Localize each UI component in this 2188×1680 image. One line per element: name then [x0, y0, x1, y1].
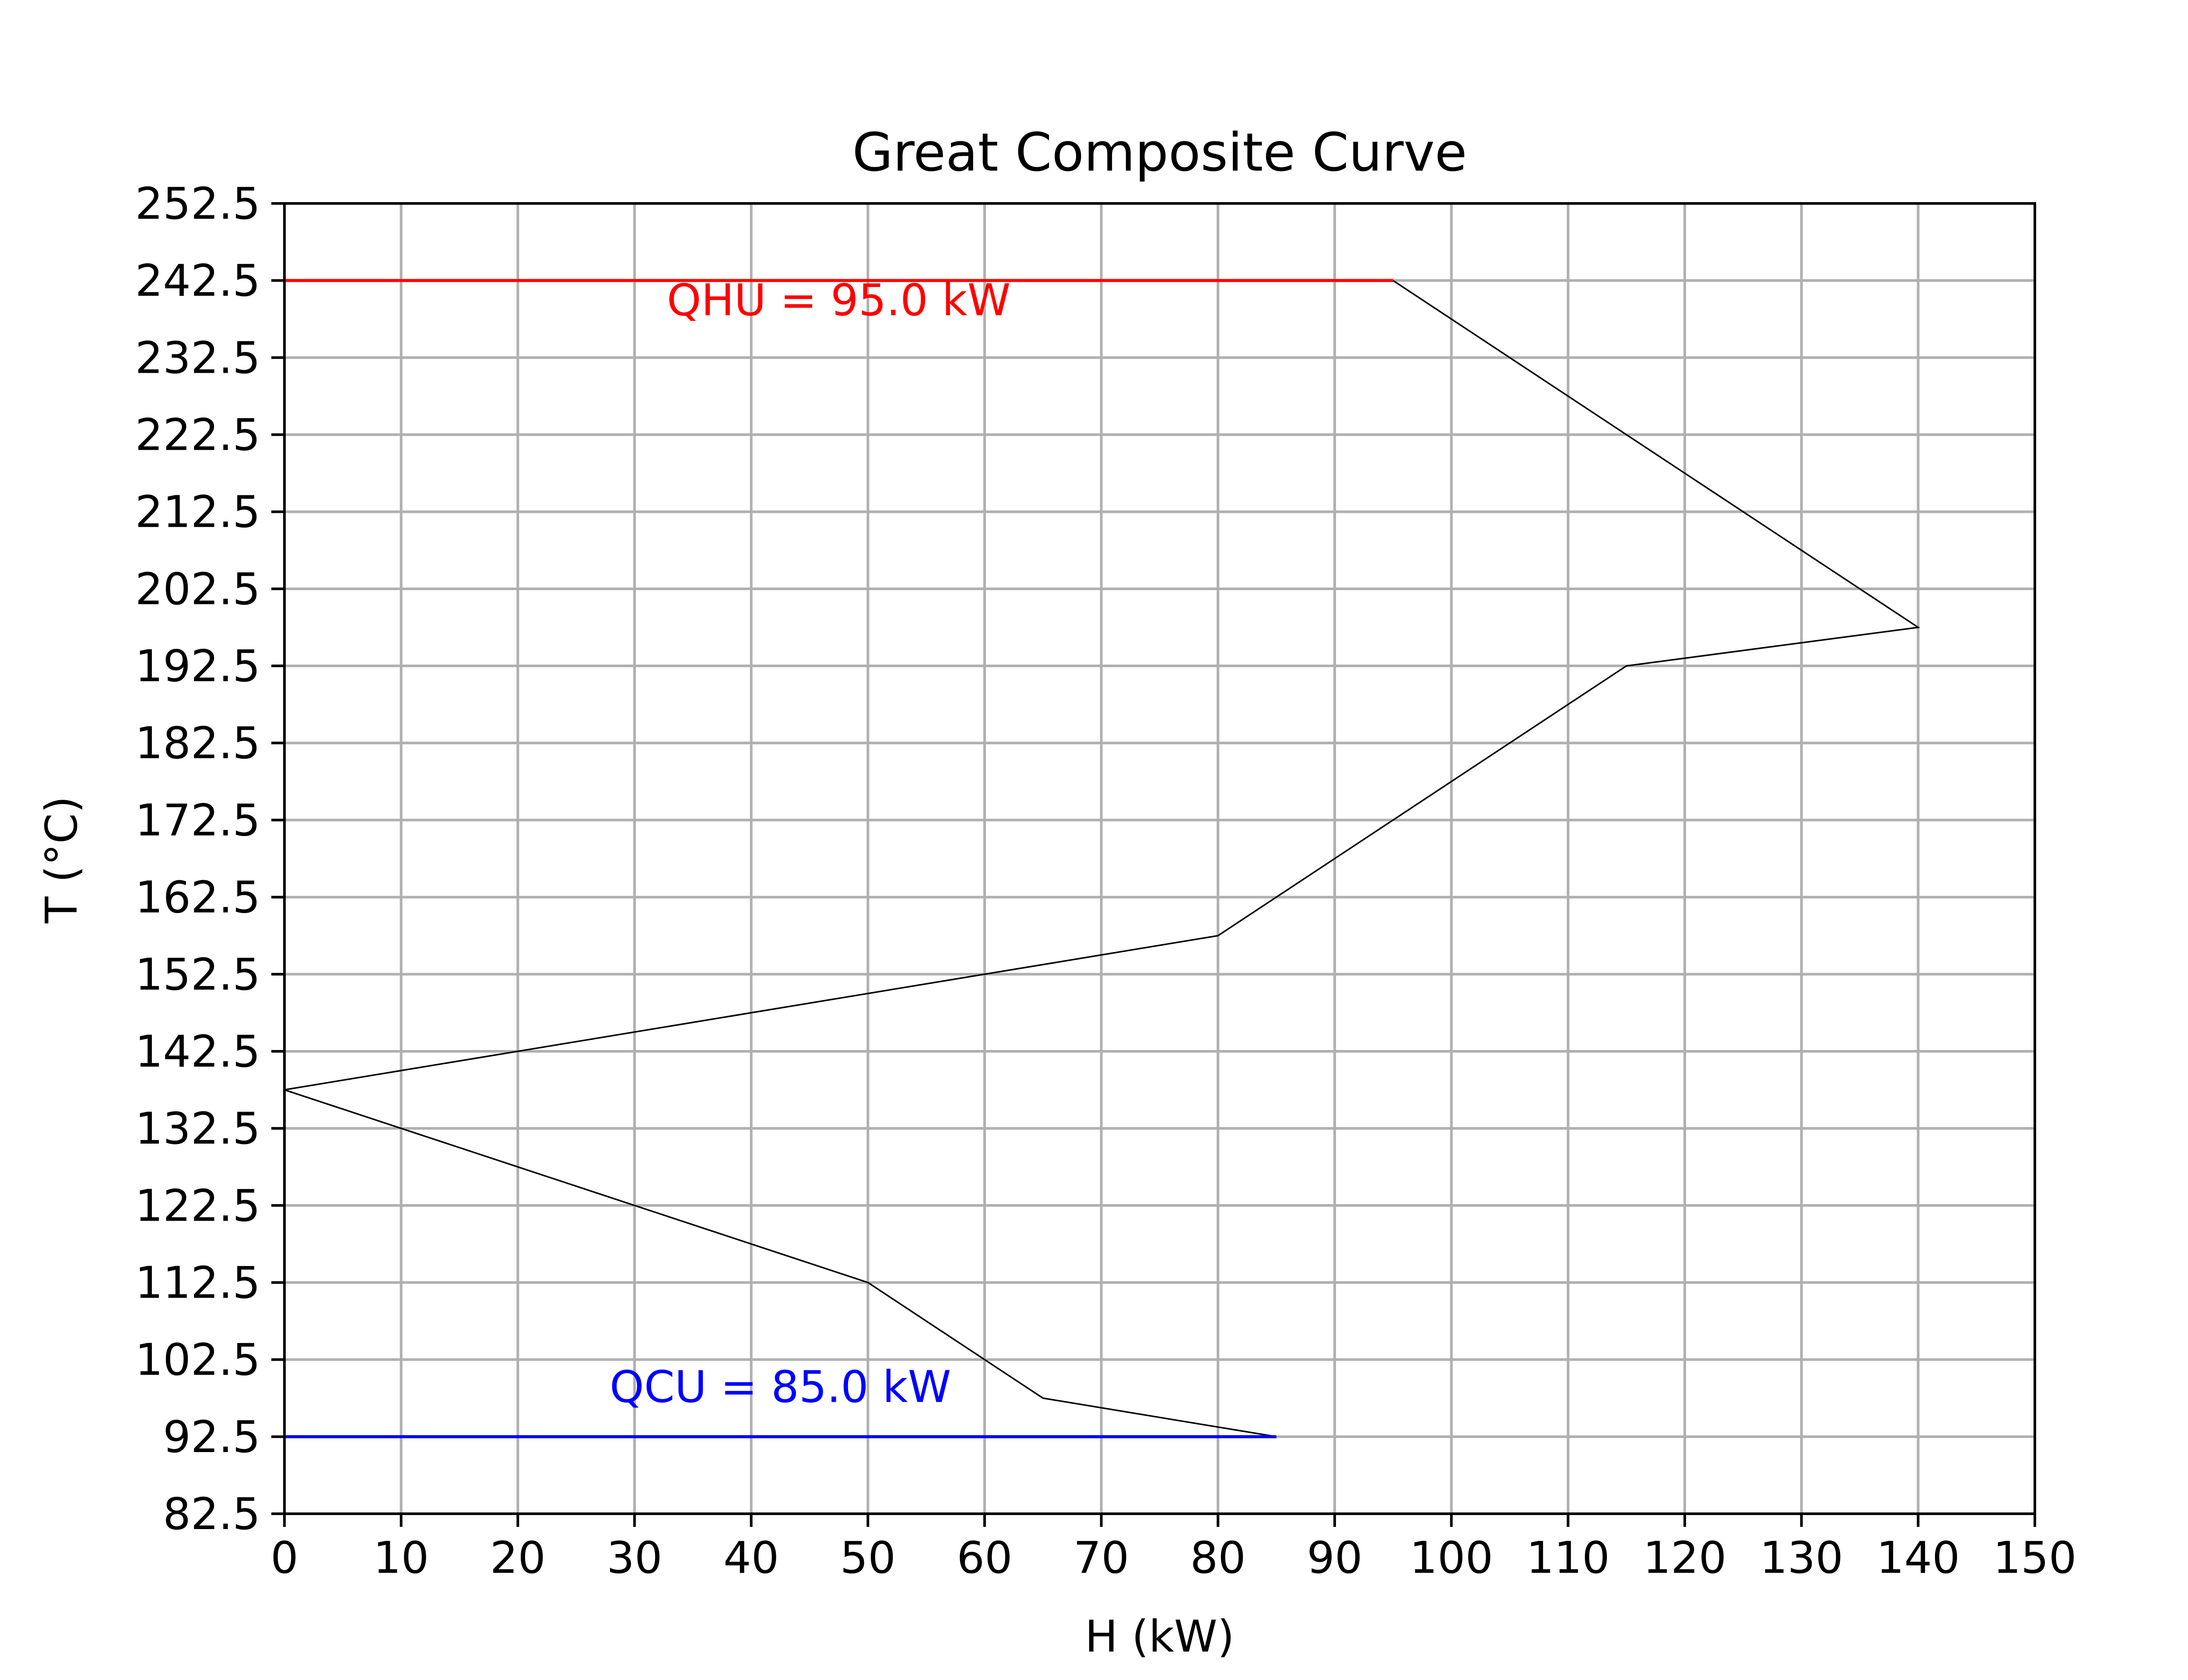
y-tick-label: 102.5: [135, 1334, 260, 1386]
y-tick-label: 252.5: [135, 178, 260, 229]
y-tick-label: 152.5: [135, 949, 260, 1000]
y-tick-label: 242.5: [135, 255, 260, 306]
x-tick-label: 60: [957, 1532, 1012, 1583]
x-tick-label: 40: [723, 1532, 779, 1583]
x-tick-label: 70: [1073, 1532, 1129, 1583]
x-tick-label: 150: [1993, 1532, 2077, 1583]
x-tick-label: 80: [1190, 1532, 1246, 1583]
y-tick-label: 92.5: [163, 1411, 260, 1463]
y-tick-label: 122.5: [135, 1180, 260, 1231]
y-tick-label: 162.5: [135, 872, 260, 923]
x-tick-label: 0: [270, 1532, 298, 1583]
x-tick-label: 100: [1410, 1532, 1493, 1583]
tick-layer: 0 10 20 30 40 50 60 70 80 90 100 110 120 130 140 150 82.…: [135, 178, 2077, 1583]
y-tick-label: 192.5: [135, 640, 260, 692]
cold-utility-annotation: QCU = 85.0 kW: [610, 1362, 951, 1413]
grand-composite-curve-line: [284, 280, 1921, 1438]
y-axis-label: T (°C): [36, 796, 87, 924]
x-tick-label: 50: [840, 1532, 896, 1583]
x-tick-label: 30: [607, 1532, 662, 1583]
y-tick-label: 82.5: [163, 1488, 260, 1540]
y-tick-label: 212.5: [135, 486, 260, 538]
x-tick-label: 140: [1876, 1532, 1960, 1583]
y-tick-label: 182.5: [135, 718, 260, 769]
x-tick-label: 90: [1307, 1532, 1362, 1583]
plot-frame: [283, 202, 2036, 1515]
x-axis-label: H (kW): [1085, 1611, 1234, 1662]
y-tick-label: 222.5: [135, 410, 260, 461]
axes: [283, 202, 2036, 1515]
x-tick-label: 130: [1760, 1532, 1843, 1583]
hot-utility-annotation: QHU = 95.0 kW: [667, 274, 1011, 326]
y-tick-label: 172.5: [135, 794, 260, 846]
y-tick-label: 232.5: [135, 332, 260, 383]
annotation-layer: QHU = 95.0 kW QCU = 85.0 kW: [610, 274, 1010, 1412]
y-tick-label: 132.5: [135, 1103, 260, 1154]
x-tick-label: 120: [1643, 1532, 1727, 1583]
y-tick-label: 142.5: [135, 1026, 260, 1077]
x-tick-label: 20: [490, 1532, 546, 1583]
chart-title: Great Composite Curve: [852, 122, 1467, 183]
y-tick-label: 202.5: [135, 564, 260, 615]
series-layer: [284, 279, 1921, 1438]
y-tick-label: 112.5: [135, 1257, 260, 1308]
grid: [283, 202, 2036, 1515]
x-tick-label: 10: [373, 1532, 429, 1583]
x-tick-label: 110: [1526, 1532, 1610, 1583]
